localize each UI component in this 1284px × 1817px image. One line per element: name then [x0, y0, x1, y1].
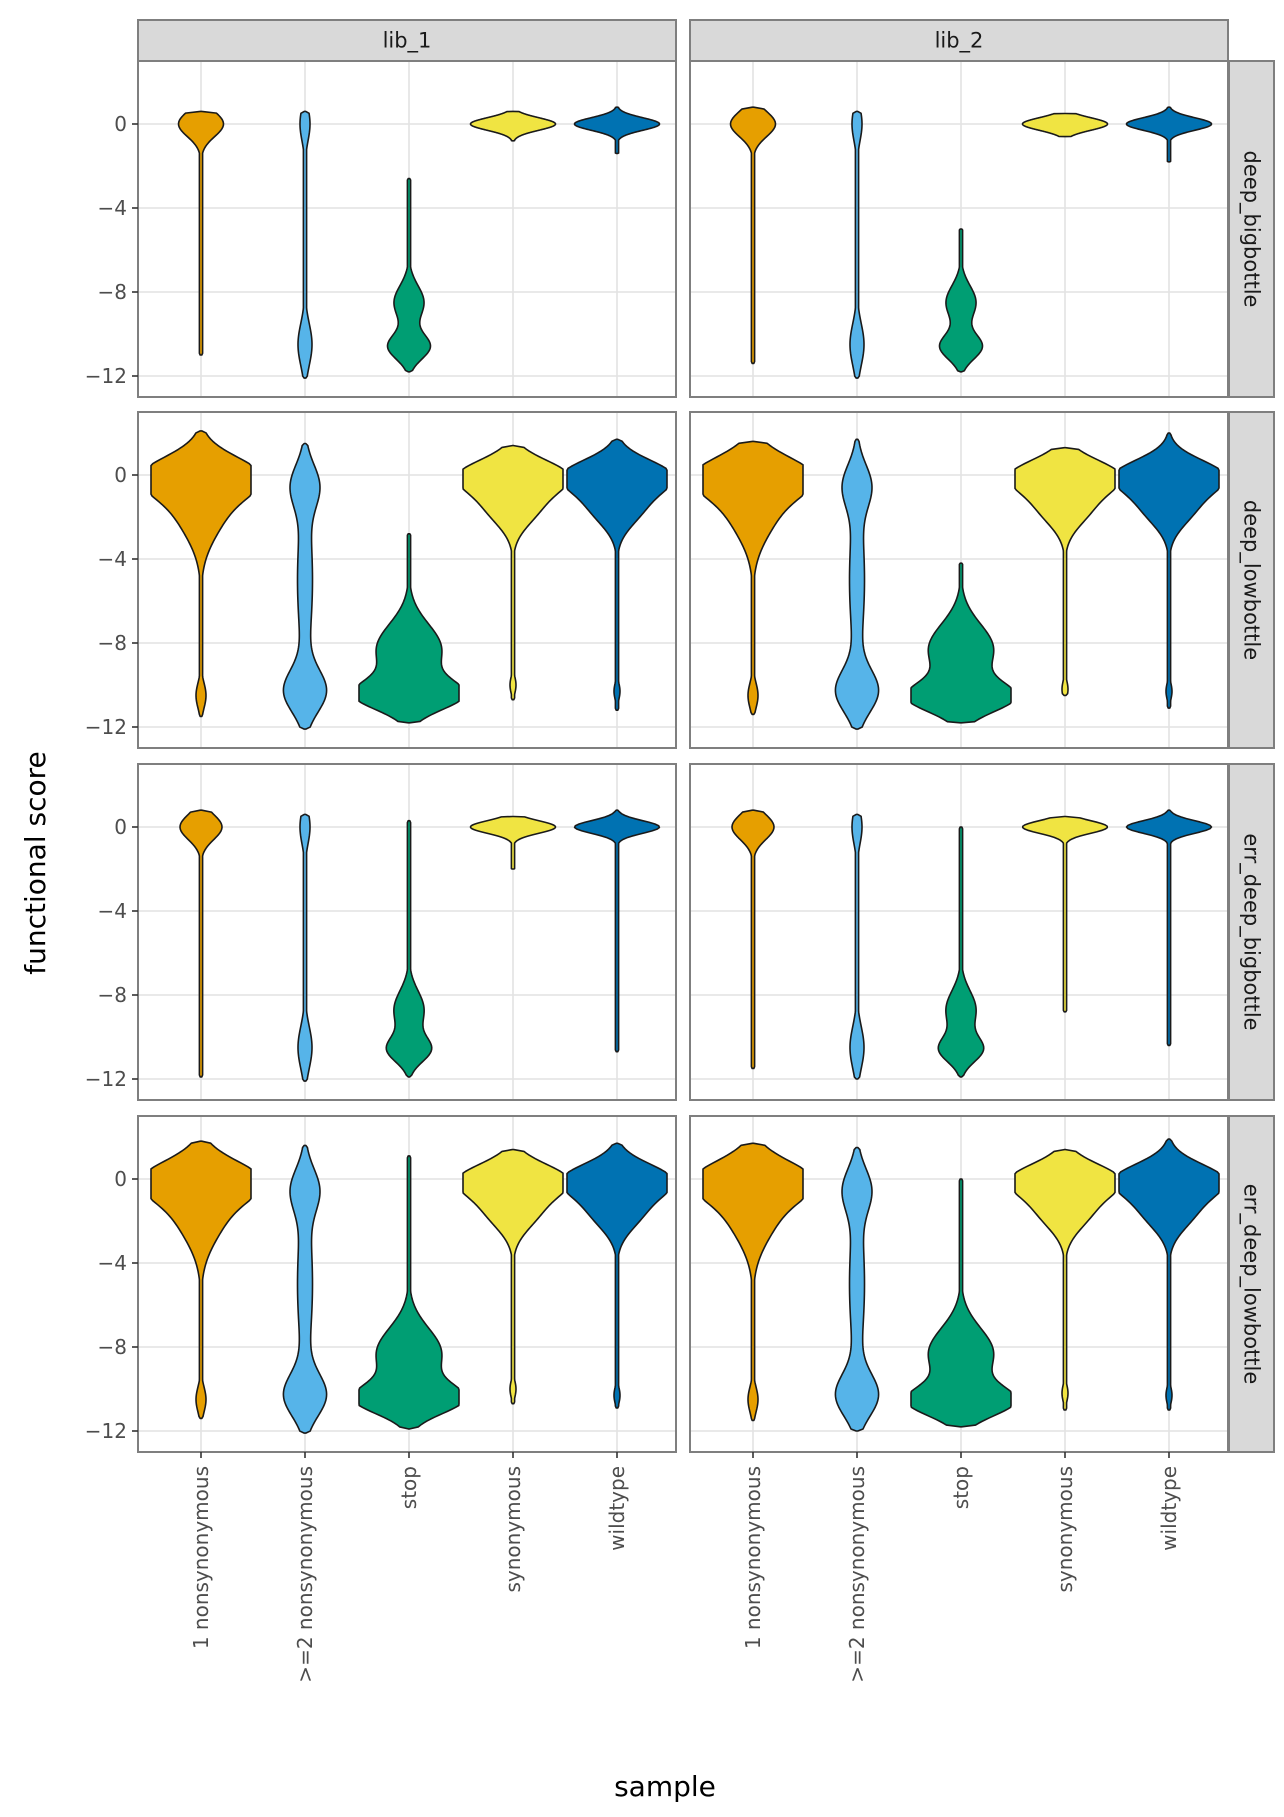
strip-row-deep_bigbottle-bg: [1228, 60, 1275, 398]
violin-synonymous: [1021, 112, 1109, 138]
strip-row-deep_bigbottle: deep_bigbottle: [1239, 151, 1264, 308]
panel-deep_lowbottle-lib_2: [689, 411, 1229, 749]
violin--2-nonsynonymous: [282, 442, 328, 730]
violin-wildtype: [1118, 432, 1220, 709]
violin-synonymous: [462, 1148, 564, 1405]
y-tick-label: −12: [85, 1419, 127, 1443]
violin--2-nonsynonymous: [849, 110, 865, 379]
strip-col-lib_1: lib_1: [383, 29, 432, 54]
panel-border: [689, 60, 1229, 398]
y-tick-label: 0: [114, 463, 127, 487]
violin-1-nonsynonymous: [177, 110, 225, 356]
violin-1-nonsynonymous: [179, 809, 223, 1078]
violin-stop: [910, 1178, 1012, 1428]
panel-border: [137, 763, 677, 1101]
violin-1-nonsynonymous: [729, 106, 777, 365]
strip-row-err_deep_lowbottle: err_deep_lowbottle: [1239, 1184, 1264, 1385]
strip-col-lib_1-bg: [137, 19, 677, 62]
x-tick-label: synonymous: [501, 1466, 525, 1593]
facet-grid: lib_1 lib_2 deep_bigbottle deep_lowbottleer…: [85, 19, 1275, 1683]
violin-1-nonsynonymous: [150, 430, 252, 718]
y-axis-title: functional score: [19, 751, 52, 974]
x-tick-label: stop: [397, 1466, 421, 1509]
x-tick-label: wildtype: [605, 1466, 629, 1551]
violin-synonymous: [469, 815, 557, 870]
strip-row-err_deep_bigbottle: err_deep_bigbottle: [1239, 833, 1264, 1030]
x-tick-label: 1 nonsynonymous: [189, 1466, 213, 1649]
violin-stop: [386, 177, 432, 373]
y-tick-label: 0: [114, 815, 127, 839]
y-tick-label: −8: [98, 1335, 127, 1359]
violin--2-nonsynonymous: [282, 1144, 328, 1434]
y-tick-label: 0: [114, 112, 127, 136]
strip-row-deep_lowbottle: deep_lowbottle: [1239, 500, 1264, 660]
violin--2-nonsynonymous: [849, 813, 865, 1080]
x-tick-label: >=2 nonsynonymous: [293, 1466, 317, 1683]
panel-err_deep_lowbottle-lib_1: [137, 1115, 677, 1453]
y-tick-label: 0: [114, 1167, 127, 1191]
strip-row-err_deep_bigbottle-bg: [1228, 763, 1275, 1101]
violin--2-nonsynonymous: [297, 813, 313, 1082]
y-tick-label: −8: [98, 983, 127, 1007]
violin-1-nonsynonymous: [702, 1142, 804, 1422]
y-tick-label: −12: [85, 1067, 127, 1091]
violin-synonymous: [1014, 446, 1116, 697]
y-tick-label: −8: [98, 280, 127, 304]
violin-wildtype: [566, 1142, 668, 1409]
y-tick-label: −12: [85, 715, 127, 739]
strip-col-lib_2-bg: [689, 19, 1229, 62]
panel-deep_bigbottle-lib_1: [137, 60, 677, 398]
violin-synonymous: [1014, 1148, 1116, 1411]
violin-wildtype: [573, 106, 661, 155]
violin-stop: [385, 819, 433, 1078]
x-tick-label: >=2 nonsynonymous: [845, 1466, 869, 1683]
violin-stop: [358, 1155, 460, 1430]
y-tick-label: −4: [98, 1251, 127, 1275]
y-tick-label: −4: [98, 547, 127, 571]
strip-col-lib_2: lib_2: [935, 29, 984, 54]
violin--2-nonsynonymous: [834, 438, 880, 730]
y-tick-label: −4: [98, 899, 127, 923]
panel-border: [689, 1115, 1229, 1453]
y-tick-label: −8: [98, 631, 127, 655]
violin-wildtype: [566, 438, 668, 711]
violin-wildtype: [1118, 1138, 1220, 1411]
x-axis-title: sample: [614, 1770, 716, 1803]
violin-1-nonsynonymous: [702, 440, 804, 716]
x-tick-label: stop: [949, 1466, 973, 1509]
violin-synonymous: [462, 444, 564, 701]
violin-wildtype: [1125, 809, 1213, 1047]
strip-row-deep_lowbottle-bg: [1228, 411, 1275, 749]
violin-1-nonsynonymous: [150, 1140, 252, 1420]
violin-wildtype: [1125, 106, 1213, 163]
violin-synonymous: [469, 110, 557, 142]
panel-border: [137, 1115, 677, 1453]
panel-deep_bigbottle-lib_2: [689, 60, 1229, 398]
panel-border: [689, 411, 1229, 749]
violin-stop: [910, 562, 1012, 724]
y-tick-label: −12: [85, 364, 127, 388]
panel-deep_lowbottle-lib_1: [137, 411, 677, 749]
panel-err_deep_bigbottle-lib_2: [689, 763, 1229, 1101]
violin-stop: [358, 533, 460, 724]
panel-err_deep_lowbottle-lib_2: [689, 1115, 1229, 1453]
violin-wildtype: [573, 809, 661, 1053]
panel-border: [137, 60, 677, 398]
violin--2-nonsynonymous: [834, 1146, 880, 1432]
x-tick-label: wildtype: [1157, 1466, 1181, 1551]
panel-border: [689, 763, 1229, 1101]
y-tick-label: −4: [98, 196, 127, 220]
x-tick-label: 1 nonsynonymous: [741, 1466, 765, 1649]
violin--2-nonsynonymous: [297, 110, 313, 379]
x-tick-label: synonymous: [1053, 1466, 1077, 1593]
violin-stop: [937, 826, 985, 1078]
panel-border: [137, 411, 677, 749]
violin-stop: [938, 228, 984, 373]
violin-1-nonsynonymous: [731, 809, 775, 1070]
panel-err_deep_bigbottle-lib_1: [137, 763, 677, 1101]
violin-synonymous: [1021, 815, 1109, 1013]
